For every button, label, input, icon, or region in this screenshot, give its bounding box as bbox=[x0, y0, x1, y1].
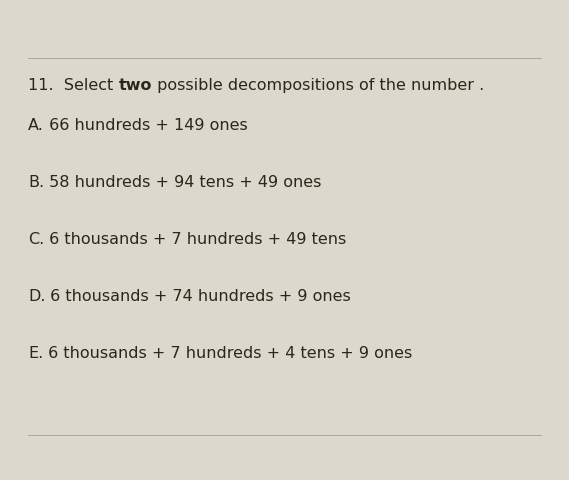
Text: two: two bbox=[118, 78, 152, 93]
Text: 6 thousands + 7 hundreds + 4 tens + 9 ones: 6 thousands + 7 hundreds + 4 tens + 9 on… bbox=[43, 346, 413, 361]
Text: D.: D. bbox=[28, 289, 46, 304]
Text: B.: B. bbox=[28, 175, 44, 190]
Text: 66 hundreds + 149 ones: 66 hundreds + 149 ones bbox=[44, 118, 248, 133]
Text: 6 thousands + 74 hundreds + 9 ones: 6 thousands + 74 hundreds + 9 ones bbox=[46, 289, 351, 304]
Text: E.: E. bbox=[28, 346, 43, 361]
Text: 11.  Select: 11. Select bbox=[28, 78, 118, 93]
Text: 58 hundreds + 94 tens + 49 ones: 58 hundreds + 94 tens + 49 ones bbox=[44, 175, 321, 190]
Text: 6 thousands + 7 hundreds + 49 tens: 6 thousands + 7 hundreds + 49 tens bbox=[44, 232, 347, 247]
Text: A.: A. bbox=[28, 118, 44, 133]
Text: C.: C. bbox=[28, 232, 44, 247]
Text: possible decompositions of the number .: possible decompositions of the number . bbox=[152, 78, 484, 93]
